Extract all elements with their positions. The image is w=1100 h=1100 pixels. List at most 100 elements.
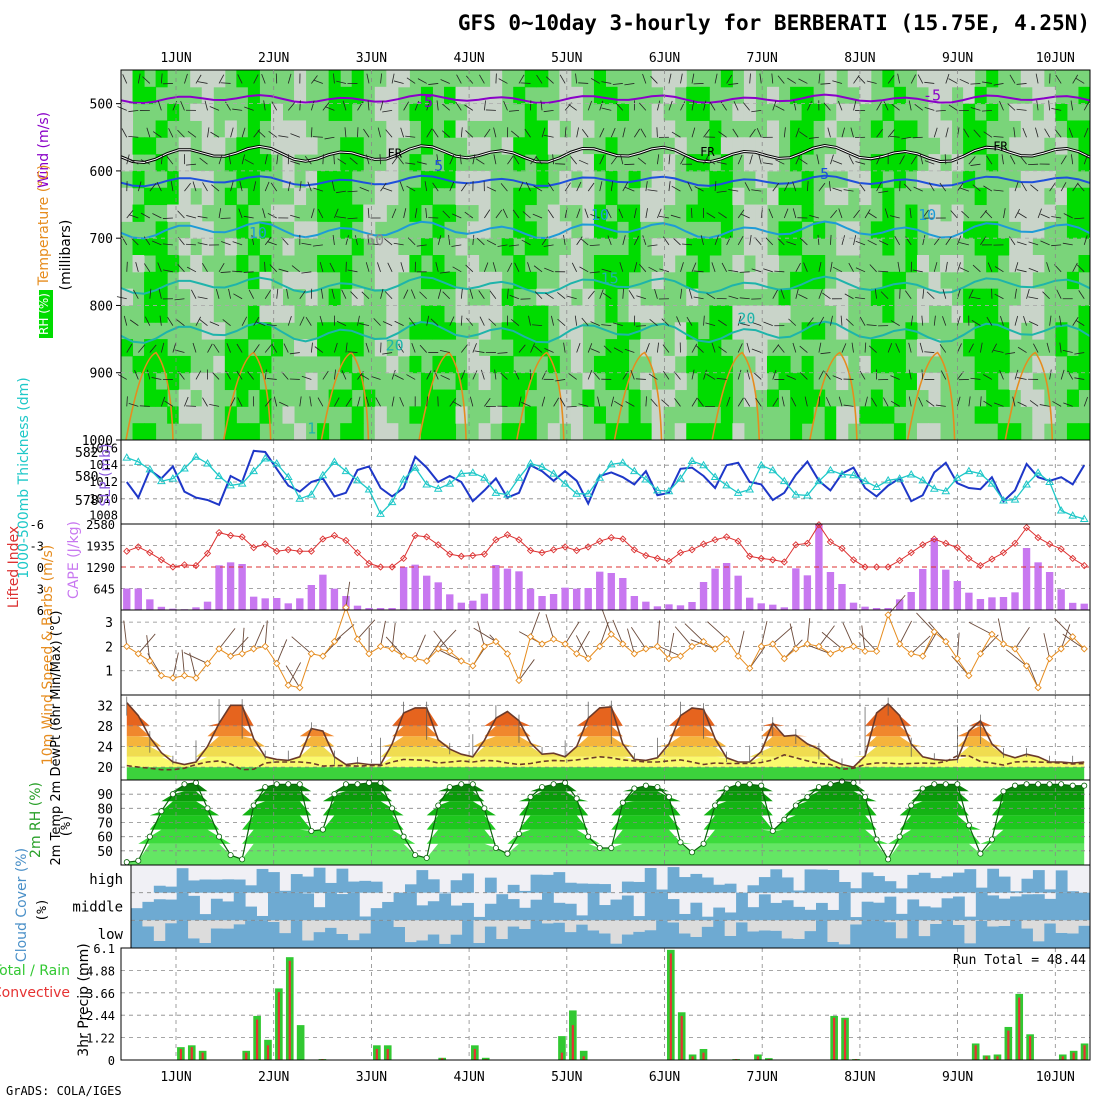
wind-barb	[768, 208, 774, 219]
wind-barb	[177, 264, 185, 273]
wind-barb	[570, 156, 577, 165]
wind-barb	[680, 155, 686, 165]
wind-barb	[625, 401, 635, 407]
wind-barb	[994, 266, 1004, 273]
rh-cell	[882, 339, 895, 357]
rh-cell	[1055, 187, 1068, 206]
cape-bar	[515, 571, 523, 610]
slp-point	[133, 457, 143, 465]
wind-barb	[935, 404, 946, 407]
wind-barb	[521, 402, 531, 407]
wind-barb	[668, 100, 673, 111]
lifted-tick-label: 0	[37, 561, 44, 575]
wind-barb	[676, 316, 681, 326]
rh-cell	[824, 187, 837, 206]
rh-cell	[651, 238, 664, 256]
precip-conv-bar	[1029, 1036, 1032, 1060]
wind-barb	[798, 294, 808, 300]
lifted-point	[1057, 545, 1065, 553]
wind-barb	[236, 343, 243, 353]
wind-barb	[1078, 290, 1085, 299]
wind-barb	[799, 345, 808, 353]
cape-bar	[1080, 603, 1088, 610]
wind-barb	[864, 342, 867, 353]
wind-barb	[876, 101, 882, 111]
wind-barb	[510, 130, 520, 138]
cape-bar	[942, 569, 950, 610]
rh-cell	[236, 204, 249, 222]
cloud-bar	[953, 896, 965, 921]
rh-cell	[467, 255, 480, 273]
rh-cell	[190, 305, 203, 323]
wind-barb	[130, 237, 139, 246]
wind10-axis-label: 10m Wind Speed & Barbs (m/s)	[40, 545, 56, 765]
rh-cell	[524, 322, 537, 340]
wind-barb	[1007, 103, 1016, 111]
rh-cell	[213, 322, 226, 340]
wind-barb	[483, 100, 486, 111]
temp-contour-25	[1004, 351, 1054, 441]
wind10-point	[861, 647, 869, 655]
wind-barb	[361, 291, 370, 300]
rh-point	[354, 781, 361, 788]
contour-label: 20	[737, 310, 755, 328]
rh-cell	[1032, 120, 1045, 138]
wind-barb	[484, 398, 491, 407]
rh-cell	[720, 406, 733, 424]
rh-cell	[178, 406, 191, 424]
wind-barb	[663, 370, 670, 380]
rh-cell	[340, 137, 353, 155]
cloud-gap	[359, 920, 372, 934]
wind10-point	[953, 654, 961, 663]
wind-barb	[795, 154, 801, 165]
cloud-gap	[667, 920, 680, 923]
wind-barb	[959, 267, 970, 273]
rh-cell	[305, 137, 318, 155]
wind-barb	[716, 377, 727, 380]
wind10-point	[722, 635, 731, 643]
wind-barb	[983, 185, 993, 192]
wind-barb	[783, 127, 786, 138]
wind10-barb	[564, 621, 580, 645]
wind-barb	[244, 106, 254, 111]
rh-cell	[259, 389, 272, 407]
rh-cell	[294, 137, 307, 155]
wind-barb	[532, 324, 543, 327]
rh-cell	[593, 255, 606, 273]
wind-barb	[1017, 212, 1027, 219]
rh-axis-label: 2m RH (%)	[28, 782, 44, 858]
rh-cell	[328, 187, 341, 206]
wind-barb	[174, 298, 185, 301]
rh-cell	[155, 238, 168, 256]
rh-cell	[801, 255, 814, 273]
lifted-point	[538, 549, 546, 557]
wind-barb	[566, 295, 577, 300]
wind-barb	[859, 316, 866, 326]
wind-barb	[195, 316, 202, 326]
wind-barb	[987, 262, 993, 272]
rh-cell	[617, 271, 630, 290]
wind-barb	[359, 323, 370, 327]
wind-barb	[514, 370, 520, 380]
wind-barb	[668, 73, 672, 84]
lifted-tick-label: -3	[30, 540, 44, 554]
top-date-label: 6JUN	[649, 51, 680, 66]
rh-cell	[536, 305, 549, 323]
rh-cell	[1020, 187, 1033, 206]
wind-barb	[304, 156, 312, 165]
wind-barb	[590, 78, 600, 84]
rh-cell	[224, 187, 237, 206]
wind-barb	[855, 240, 866, 246]
wind-barb	[1035, 73, 1039, 84]
rh-cell	[155, 288, 168, 306]
temp-band	[126, 736, 1085, 747]
wind-barb	[195, 74, 202, 84]
wind-barb	[140, 212, 151, 219]
wind10-point	[584, 654, 592, 663]
precip-conv-bar	[669, 953, 672, 1060]
wind-barb	[406, 374, 416, 380]
pressure-tick-label: 800	[90, 299, 113, 314]
cloud-bar	[142, 901, 155, 921]
rh-cell	[144, 389, 157, 407]
wind-barb	[706, 293, 716, 300]
